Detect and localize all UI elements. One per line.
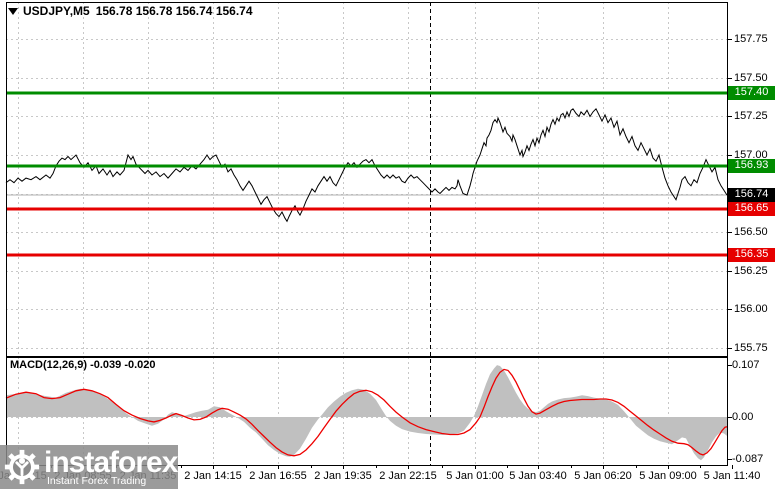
time-axis-label: 2 Jan 19:35 [314, 470, 372, 482]
instaforex-gear-icon [4, 449, 40, 485]
price-axis-label: 157.75 [734, 33, 768, 46]
price-line [5, 107, 728, 223]
instaforex-watermark: instaforex Instant Forex Trading [0, 445, 178, 489]
macd-panel-border [6, 357, 728, 466]
time-axis-label: 2 Jan 22:15 [379, 470, 437, 482]
macd-indicator-label: MACD(12,26,9) -0.039 -0.020 [10, 359, 156, 371]
macd-axis-label: 0.00 [732, 411, 754, 423]
price-axis-label: 156.25 [734, 264, 768, 277]
price-axis-label: 156.50 [734, 226, 768, 239]
time-axis-label: 2 Jan 16:55 [249, 470, 307, 482]
price-axis-label: 157.50 [734, 71, 768, 84]
price-axis-label: 157.25 [734, 110, 768, 123]
instaforex-logo-text: instaforex [44, 446, 178, 479]
price-badge-156.65: 156.65 [728, 201, 775, 216]
time-axis-label: 2 Jan 14:15 [184, 470, 242, 482]
time-axis-label: 5 Jan 01:00 [446, 470, 504, 482]
price-axis-label: 156.00 [734, 303, 768, 316]
price-axis-label: 155.75 [734, 341, 768, 354]
time-axis-label: 5 Jan 09:00 [639, 470, 697, 482]
macd-axis-label: -0.087 [732, 453, 764, 466]
instaforex-tagline: Instant Forex Trading [47, 475, 147, 487]
price-badge-156.35: 156.35 [728, 248, 775, 263]
symbol-dropdown-icon[interactable] [8, 7, 18, 15]
chart-title: USDJPY,M5 156.78 156.78 156.74 156.74 [8, 4, 253, 18]
price-badge-157.40: 157.40 [728, 86, 775, 101]
macd-histogram [6, 365, 727, 461]
symbol-period-label: USDJPY,M5 [23, 4, 90, 18]
time-axis-label: 5 Jan 11:40 [703, 470, 761, 482]
price-badge-156.93: 156.93 [728, 158, 775, 173]
macd-signal-line [5, 368, 728, 457]
price-axis-label: 157.00 [734, 149, 768, 161]
main-chart-border [6, 2, 728, 357]
time-axis-label: 5 Jan 03:40 [509, 470, 567, 482]
time-axis-label: 5 Jan 06:20 [574, 470, 632, 482]
macd-axis-label: 0.107 [732, 359, 760, 372]
price-badge-156.74: 156.74 [728, 188, 775, 203]
ohlc-quotes-label: 156.78 156.78 156.74 156.74 [95, 4, 253, 18]
